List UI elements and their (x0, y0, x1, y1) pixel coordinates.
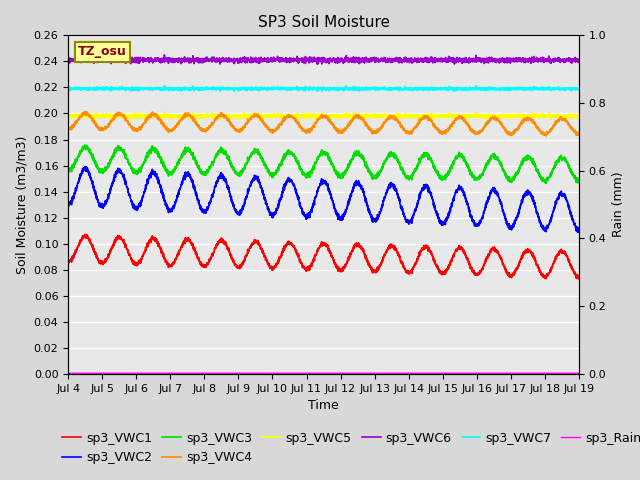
sp3_VWC4 (542, 133, 550, 139)
sp3_VWC7 (260, 86, 268, 92)
sp3_VWC1 (575, 275, 583, 280)
Line: sp3_VWC6: sp3_VWC6 (68, 55, 579, 64)
sp3_VWC4 (81, 109, 89, 115)
sp3_VWC6 (575, 59, 583, 65)
Line: sp3_VWC7: sp3_VWC7 (68, 85, 579, 91)
sp3_VWC6 (64, 55, 72, 61)
sp3_VWC5 (511, 113, 518, 119)
sp3_VWC5 (123, 114, 131, 120)
sp3_VWC2 (81, 164, 89, 169)
sp3_VWC2 (153, 175, 161, 180)
sp3_VWC7 (64, 84, 72, 90)
sp3_VWC1 (510, 272, 518, 278)
Title: SP3 Soil Moisture: SP3 Soil Moisture (257, 15, 390, 30)
sp3_VWC2 (565, 206, 573, 212)
Y-axis label: Soil Moisture (m3/m3): Soil Moisture (m3/m3) (15, 135, 28, 274)
Line: sp3_VWC2: sp3_VWC2 (68, 167, 579, 232)
sp3_VWC6 (123, 58, 131, 63)
sp3_VWC2 (575, 228, 583, 234)
sp3_VWC3 (565, 162, 573, 168)
X-axis label: Time: Time (308, 399, 339, 412)
sp3_VWC7 (123, 86, 131, 92)
sp3_VWC4 (565, 121, 573, 127)
sp3_VWC7 (153, 84, 161, 90)
sp3_VWC4 (575, 132, 583, 137)
sp3_VWC7 (282, 86, 290, 92)
sp3_VWC1 (123, 246, 131, 252)
sp3_VWC6 (260, 58, 268, 63)
sp3_VWC7 (161, 83, 168, 88)
sp3_Rain (64, 371, 72, 376)
sp3_VWC7 (511, 85, 518, 91)
sp3_VWC6 (565, 57, 573, 62)
sp3_VWC3 (81, 143, 89, 148)
sp3_VWC5 (282, 113, 290, 119)
sp3_VWC6 (511, 57, 518, 62)
sp3_VWC3 (542, 180, 550, 186)
sp3_Rain (260, 371, 268, 376)
sp3_VWC3 (575, 179, 583, 184)
sp3_VWC4 (282, 115, 290, 120)
sp3_VWC1 (153, 240, 161, 245)
sp3_Rain (565, 371, 573, 376)
sp3_VWC5 (575, 115, 583, 120)
sp3_Rain (282, 371, 290, 376)
sp3_VWC4 (153, 114, 161, 120)
sp3_VWC3 (64, 166, 72, 171)
Text: TZ_osu: TZ_osu (78, 46, 127, 59)
sp3_VWC1 (64, 257, 72, 263)
sp3_VWC1 (575, 276, 582, 282)
sp3_VWC3 (153, 150, 161, 156)
sp3_VWC6 (161, 52, 168, 58)
Line: sp3_VWC3: sp3_VWC3 (68, 145, 579, 183)
sp3_VWC7 (565, 85, 573, 91)
sp3_VWC7 (314, 88, 321, 94)
sp3_Rain (123, 371, 131, 376)
sp3_VWC2 (510, 224, 518, 229)
sp3_VWC4 (510, 131, 518, 137)
sp3_VWC4 (123, 119, 131, 124)
Legend: sp3_VWC1, sp3_VWC2, sp3_VWC3, sp3_VWC4, sp3_VWC5, sp3_VWC6, sp3_VWC7, sp3_Rain: sp3_VWC1, sp3_VWC2, sp3_VWC3, sp3_VWC4, … (58, 427, 640, 469)
sp3_VWC6 (314, 61, 321, 67)
Y-axis label: Rain (mm): Rain (mm) (612, 172, 625, 238)
sp3_VWC3 (510, 177, 518, 183)
sp3_VWC2 (123, 184, 131, 190)
Line: sp3_VWC1: sp3_VWC1 (68, 234, 579, 279)
sp3_VWC4 (260, 122, 268, 128)
sp3_VWC2 (260, 196, 268, 202)
sp3_VWC5 (153, 112, 161, 118)
Line: sp3_VWC4: sp3_VWC4 (68, 112, 579, 136)
sp3_VWC5 (260, 114, 268, 120)
sp3_VWC5 (314, 117, 321, 122)
sp3_Rain (510, 371, 518, 376)
sp3_VWC2 (575, 229, 582, 235)
sp3_VWC5 (565, 113, 573, 119)
Line: sp3_VWC5: sp3_VWC5 (68, 112, 579, 120)
sp3_VWC3 (282, 152, 290, 157)
sp3_VWC3 (260, 163, 268, 168)
sp3_VWC6 (282, 57, 290, 63)
sp3_VWC1 (260, 254, 268, 260)
sp3_VWC2 (282, 180, 290, 186)
sp3_VWC5 (161, 109, 168, 115)
sp3_VWC1 (565, 260, 573, 265)
sp3_Rain (575, 371, 583, 376)
sp3_VWC3 (123, 156, 131, 162)
sp3_VWC2 (64, 200, 72, 205)
sp3_VWC1 (81, 231, 89, 237)
sp3_VWC6 (153, 55, 161, 61)
sp3_Rain (153, 371, 161, 376)
sp3_VWC7 (575, 87, 583, 93)
sp3_VWC1 (282, 242, 290, 248)
sp3_VWC5 (64, 111, 72, 117)
sp3_VWC4 (64, 125, 72, 131)
